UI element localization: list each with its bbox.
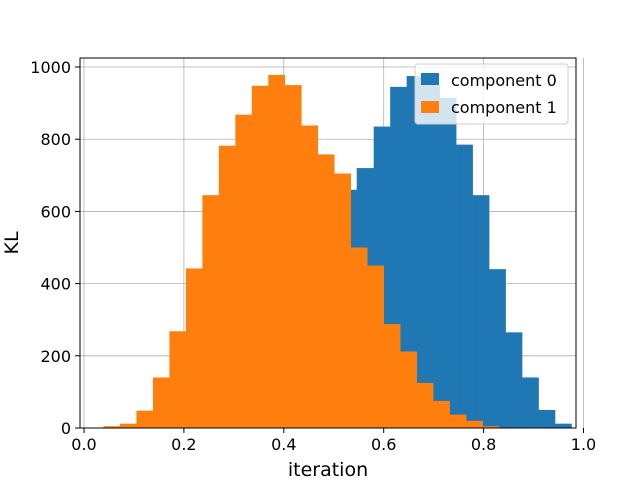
legend-label-component-1: component 1 (451, 98, 557, 117)
legend-swatch-component-0 (421, 73, 439, 85)
histogram-bar (301, 125, 319, 428)
histogram-bar (251, 85, 269, 429)
histogram-bar (350, 247, 368, 428)
histogram-bar (522, 377, 539, 428)
histogram-bar (136, 410, 154, 428)
legend-frame (414, 63, 569, 125)
histogram-bar (235, 114, 253, 429)
histogram-bar (538, 409, 556, 428)
histogram-bar (383, 324, 401, 428)
y-axis-label: KL (1, 231, 23, 254)
y-tick-label: 600 (40, 202, 71, 221)
plot-frame (79, 57, 577, 429)
histogram-bar (284, 85, 302, 428)
histogram-bar (505, 332, 523, 428)
legend-label-component-0: component 0 (451, 71, 557, 90)
y-tick-label: 0 (61, 419, 71, 438)
histogram-bar (406, 76, 424, 429)
histogram-bar (472, 195, 490, 428)
legend: component 0 component 1 (414, 63, 569, 125)
histogram-bar (218, 145, 236, 428)
series-component-1 (103, 74, 500, 429)
y-tick-label: 800 (40, 130, 71, 149)
x-tick-label: 0.4 (271, 435, 296, 454)
histogram-bar (416, 382, 434, 428)
histogram-bar (555, 423, 572, 428)
histogram-bar (456, 144, 473, 428)
histogram-bar (334, 173, 352, 428)
histogram-bar (169, 331, 187, 428)
histogram-bar (449, 414, 467, 428)
histogram-bar (185, 268, 203, 428)
histogram-bar (317, 154, 335, 428)
y-tick-label: 400 (40, 275, 71, 294)
histogram-bar (433, 400, 450, 428)
histogram-bar (489, 269, 506, 428)
x-tick-label: 0.6 (371, 435, 396, 454)
x-axis-label: iteration (288, 459, 368, 480)
histogram-bar (202, 195, 220, 428)
histogram-bar (423, 85, 440, 428)
histogram-bar (152, 377, 170, 428)
y-tick-label: 200 (40, 347, 71, 366)
histogram-bar (466, 420, 483, 428)
x-tick-label: 0.8 (471, 435, 496, 454)
legend-swatch-component-1 (421, 101, 439, 113)
histogram-bar (119, 423, 137, 428)
histogram-bar (439, 97, 457, 429)
histogram-bar (367, 265, 384, 428)
x-tick-label: 1.0 (571, 435, 596, 454)
histogram-bar (268, 74, 286, 428)
histogram-bar (482, 426, 500, 428)
x-tick-label: 0.0 (71, 435, 96, 454)
histogram-bar (103, 426, 121, 428)
ticks: 0.0 0.2 0.4 0.6 0.8 1.0 0 200 400 600 800 1000 (30, 58, 596, 454)
histogram-bar (400, 351, 417, 428)
y-tick-label: 1000 (30, 58, 71, 77)
bars (103, 74, 572, 429)
x-tick-label: 0.2 (171, 435, 196, 454)
